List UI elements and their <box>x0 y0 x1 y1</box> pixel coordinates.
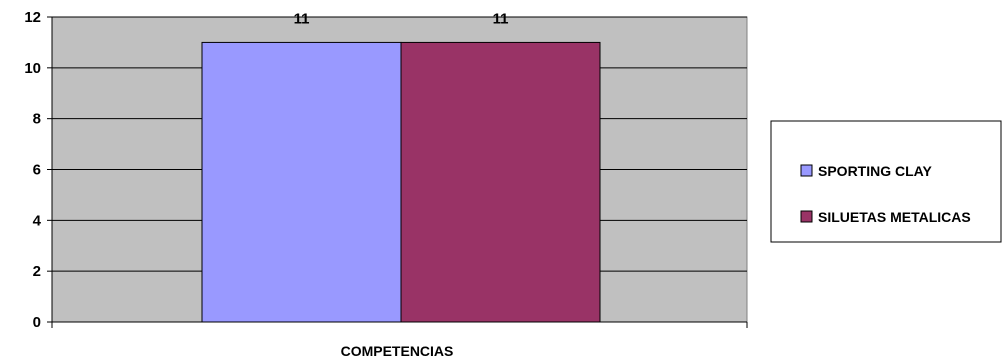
label-layer: 11 11 <box>294 10 509 27</box>
y-tick-label: 8 <box>33 111 41 128</box>
legend-swatch <box>800 164 813 177</box>
y-tick-label: 6 <box>33 162 41 179</box>
y-tick-label: 12 <box>24 9 41 26</box>
plot-layer <box>51 16 748 323</box>
y-tick-label: 0 <box>33 314 41 331</box>
axis-layer: 0 2 4 6 8 10 12 <box>24 9 748 331</box>
data-label: 11 <box>294 10 310 27</box>
legend-label: SPORTING CLAY <box>818 163 932 179</box>
legend-swatch <box>800 210 813 223</box>
y-tick-label: 2 <box>33 263 41 280</box>
y-tick-label: 4 <box>33 212 42 229</box>
bar-sporting-clay <box>201 41 402 323</box>
x-axis-title: COMPETENCIAS <box>341 343 454 359</box>
bar-siluetas-metalicas <box>400 41 601 323</box>
legend: SPORTING CLAY SILUETAS METALICAS <box>770 120 1002 243</box>
data-label: 11 <box>493 10 509 27</box>
legend-label: SILUETAS METALICAS <box>818 209 971 225</box>
y-tick-label: 10 <box>24 60 41 77</box>
